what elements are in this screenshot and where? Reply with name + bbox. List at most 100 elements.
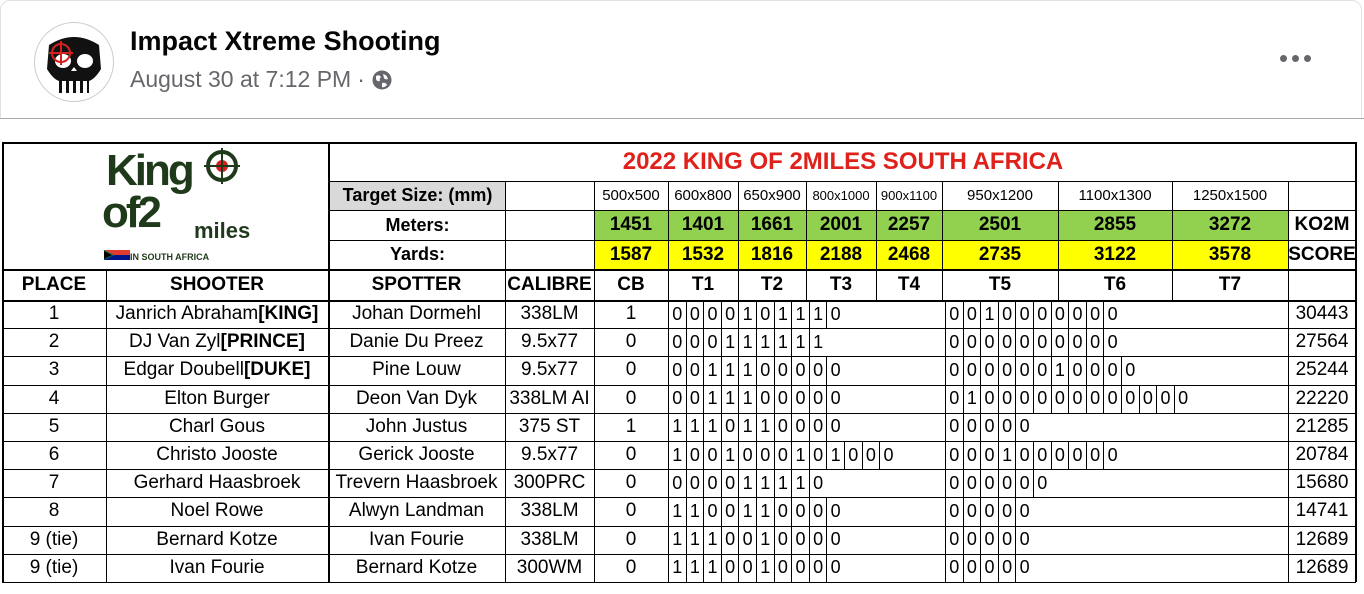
shot-result: 0 — [791, 412, 809, 441]
grid-line — [330, 210, 1356, 211]
shot-result: 1 — [738, 469, 756, 498]
shot-result: 1 — [962, 384, 981, 413]
globe-icon[interactable] — [371, 69, 393, 91]
target-size-cell: 950x1200 — [967, 187, 1033, 204]
post-timestamp[interactable]: August 30 at 7:12 PM — [130, 66, 352, 92]
target-size-label: Target Size: (mm) — [330, 181, 505, 210]
calibre-cell: 375 ST — [518, 415, 581, 437]
shot-result: 0 — [945, 384, 963, 413]
shot-result: 0 — [1015, 441, 1033, 470]
shot-result: 0 — [945, 300, 963, 329]
shot-result: 0 — [773, 525, 792, 554]
shot-result: 0 — [826, 497, 844, 526]
shot-result: 0 — [861, 441, 880, 470]
grid-line — [1172, 269, 1173, 300]
shot-result: 1 — [720, 441, 739, 470]
more-options-icon[interactable] — [1275, 46, 1315, 70]
shot-result: 0 — [962, 525, 981, 554]
yards-cell: 3122 — [1058, 240, 1172, 269]
shot-result: 0 — [738, 553, 756, 582]
shot-result: 1 — [791, 300, 809, 329]
page-avatar[interactable] — [34, 22, 114, 102]
shot-result: 0 — [1068, 300, 1086, 329]
shooter-title: [DUKE] — [243, 359, 311, 381]
shooter-cell: Noel Rowe — [106, 497, 328, 525]
place-cell: 9 (tie) — [29, 528, 79, 550]
shot-result: 0 — [826, 384, 844, 413]
spotter-cell: Johan Dormehl — [352, 303, 481, 325]
shot-result: 0 — [980, 356, 998, 385]
shooter-name: Gerhard Haasbroek — [133, 472, 301, 494]
shot-result: 0 — [826, 412, 844, 441]
shot-result: 0 — [1103, 384, 1121, 413]
shot-result: 0 — [685, 384, 704, 413]
shot-result: 0 — [1103, 300, 1121, 329]
shot-result: 1 — [773, 328, 792, 357]
grid-line — [2, 269, 1356, 271]
grid-line — [738, 269, 739, 300]
shot-result: 0 — [791, 497, 809, 526]
place-cell: 9 (tie) — [29, 556, 79, 578]
grid-line — [594, 181, 595, 269]
shooter-cell: Janrich Abraham [KING] — [106, 300, 328, 328]
shot-result: 1 — [773, 300, 792, 329]
shot-result: 0 — [791, 356, 809, 385]
shot-result: 1 — [738, 328, 756, 357]
score-cell: 21285 — [1295, 415, 1349, 437]
shot-result: 0 — [997, 356, 1016, 385]
shot-result: 0 — [703, 300, 721, 329]
shooter-cell: Gerhard Haasbroek — [106, 469, 328, 497]
shot-result: 1 — [668, 412, 686, 441]
score-cell: 12689 — [1295, 528, 1349, 550]
shot-result: 0 — [1103, 441, 1121, 470]
shot-result: 1 — [738, 300, 756, 329]
shot-result: 0 — [808, 441, 827, 470]
shot-result: 0 — [1068, 356, 1086, 385]
shooter-cell: Ivan Fourie — [106, 554, 328, 582]
calibre-cell: 300WM — [516, 556, 583, 578]
shot-result: 0 — [668, 300, 686, 329]
grid-line — [1288, 181, 1289, 269]
shot-result: 0 — [1050, 300, 1069, 329]
shot-result: 0 — [668, 328, 686, 357]
shot-result: 0 — [997, 412, 1016, 441]
cb-cell: 0 — [625, 444, 637, 466]
score-cell: 12689 — [1295, 556, 1349, 578]
shot-result: 0 — [1103, 328, 1121, 357]
shooter-cell: Edgar Doubell [DUKE] — [106, 356, 328, 384]
score-cell: 27564 — [1295, 331, 1349, 353]
page-name-link[interactable]: Impact Xtreme Shooting — [130, 26, 441, 56]
shot-result: 1 — [703, 384, 721, 413]
cb-cell: 0 — [625, 500, 637, 522]
grid-line — [668, 181, 669, 269]
shot-result: 0 — [826, 525, 844, 554]
shot-result: 0 — [756, 384, 774, 413]
yards-cell: 1816 — [738, 240, 806, 269]
shot-result: 0 — [791, 525, 809, 554]
shot-result: 0 — [1138, 384, 1157, 413]
cb-cell: 0 — [625, 387, 637, 409]
shot-result: 1 — [791, 441, 809, 470]
shot-result: 0 — [668, 384, 686, 413]
shot-result: 0 — [962, 441, 981, 470]
shot-result: 0 — [945, 412, 963, 441]
shot-result: 0 — [685, 328, 704, 357]
shot-result: 1 — [1050, 356, 1069, 385]
shot-result: 0 — [756, 441, 774, 470]
column-header: T2 — [760, 273, 784, 295]
shooter-cell: Elton Burger — [106, 385, 328, 413]
cb-cell: 0 — [625, 556, 637, 578]
shot-result: 0 — [1015, 300, 1033, 329]
shot-result: 0 — [962, 328, 981, 357]
logo-king: King — [106, 146, 195, 195]
shooter-name: Bernard Kotze — [156, 528, 278, 550]
shot-result: 1 — [703, 356, 721, 385]
column-header: T1 — [691, 273, 715, 295]
shooter-name: Edgar Doubell — [123, 359, 244, 381]
shot-result: 0 — [879, 441, 897, 470]
meters-cell: 2001 — [806, 210, 876, 240]
shot-result: 0 — [1068, 384, 1086, 413]
shot-result: 0 — [962, 412, 981, 441]
shot-result: 0 — [980, 441, 998, 470]
score-label: SCORE — [1288, 243, 1356, 265]
